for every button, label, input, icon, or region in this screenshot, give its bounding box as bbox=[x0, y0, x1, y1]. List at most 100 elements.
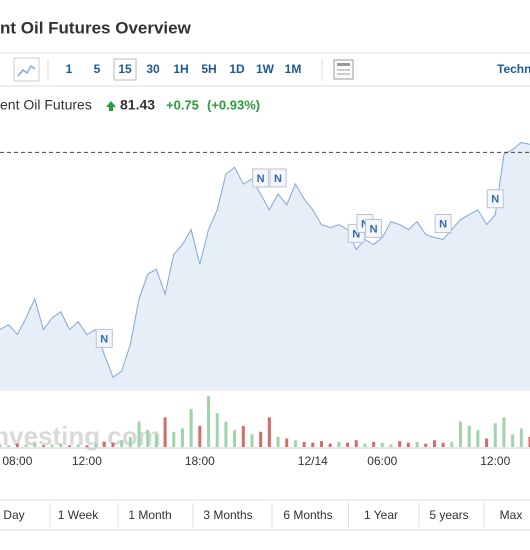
news-marker[interactable] bbox=[486, 189, 504, 209]
news-marker[interactable] bbox=[95, 328, 113, 348]
range-button[interactable]: 5 years bbox=[429, 508, 468, 522]
volume-bar bbox=[493, 423, 497, 447]
interval-button[interactable]: 30 bbox=[146, 62, 160, 76]
news-marker-label: N bbox=[370, 223, 378, 235]
x-tick-label: 12:00 bbox=[72, 454, 102, 468]
news-marker-label: N bbox=[274, 173, 282, 185]
x-tick-label: 08:00 bbox=[2, 454, 32, 468]
volume-bar bbox=[189, 408, 193, 447]
news-marker-label: N bbox=[257, 173, 265, 185]
volume-bar bbox=[172, 431, 176, 447]
volume-bar bbox=[389, 444, 393, 447]
range-button[interactable]: 1 Year bbox=[364, 508, 398, 522]
table-button[interactable] bbox=[333, 59, 354, 80]
interval-button[interactable]: 1H bbox=[173, 62, 188, 76]
volume-bar bbox=[85, 445, 89, 447]
interval-button[interactable]: 1D bbox=[229, 62, 245, 76]
volume-bar bbox=[41, 445, 45, 447]
volume-bar bbox=[346, 442, 350, 447]
volume-bar bbox=[511, 434, 515, 447]
interval-button[interactable]: 1W bbox=[256, 62, 275, 76]
volume-bar bbox=[59, 443, 63, 447]
volume-bar bbox=[415, 441, 419, 447]
range-button[interactable]: Day bbox=[3, 508, 24, 522]
volume-bar bbox=[76, 444, 80, 447]
volume-bar bbox=[441, 442, 445, 447]
volume-bar bbox=[7, 445, 11, 447]
volume-bar bbox=[354, 440, 358, 447]
volume-bar bbox=[128, 436, 132, 447]
change: +0.75 bbox=[166, 97, 199, 112]
volume-bar bbox=[233, 430, 237, 447]
title: nt Oil Futures Overview bbox=[0, 18, 192, 37]
technical-link[interactable]: Techn bbox=[497, 62, 530, 76]
news-marker-label: N bbox=[491, 194, 499, 206]
news-marker[interactable] bbox=[365, 218, 383, 238]
volume-bar bbox=[94, 443, 98, 447]
volume-bar bbox=[180, 428, 184, 447]
volume-bar bbox=[102, 441, 106, 447]
volume-bar bbox=[293, 440, 297, 447]
interval-button[interactable]: 15 bbox=[118, 62, 132, 76]
volume-bar bbox=[311, 442, 315, 447]
interval-button[interactable]: 5 bbox=[94, 62, 101, 76]
news-marker[interactable] bbox=[434, 213, 452, 233]
volume-bar bbox=[224, 421, 228, 447]
range-button[interactable]: Max bbox=[500, 508, 523, 522]
volume-bar bbox=[215, 413, 219, 447]
x-tick-label: 06:00 bbox=[367, 454, 397, 468]
price-area bbox=[0, 142, 530, 390]
news-marker-label: N bbox=[100, 333, 108, 345]
volume-bar bbox=[302, 441, 306, 447]
range-button[interactable]: 1 Month bbox=[128, 508, 171, 522]
volume-bar bbox=[372, 441, 376, 447]
volume-bar bbox=[276, 436, 280, 447]
volume-bar bbox=[328, 443, 332, 447]
volume-bar bbox=[485, 438, 489, 447]
up-arrow bbox=[106, 101, 116, 111]
volume-bar bbox=[450, 441, 454, 447]
volume-bar bbox=[363, 443, 367, 447]
volume-bar bbox=[198, 425, 202, 447]
volume-bar bbox=[250, 434, 254, 447]
volume-bar bbox=[154, 434, 158, 447]
volume-bar bbox=[285, 438, 289, 447]
volume-bar bbox=[380, 442, 384, 447]
volume-bar bbox=[259, 431, 263, 447]
range-button[interactable]: 3 Months bbox=[203, 508, 252, 522]
volume-bar bbox=[50, 444, 54, 447]
interval-button[interactable]: 5H bbox=[201, 62, 216, 76]
price-line bbox=[0, 141, 530, 378]
interval-button[interactable]: 1M bbox=[285, 62, 302, 76]
range-button[interactable]: 6 Months bbox=[283, 508, 332, 522]
price: 81.43 bbox=[120, 97, 155, 113]
instrument-name: ent Oil Futures bbox=[0, 97, 92, 113]
selected-interval bbox=[113, 58, 137, 81]
x-tick-label: 18:00 bbox=[185, 454, 215, 468]
watermark: Investing.com bbox=[0, 421, 161, 451]
volume-bar bbox=[111, 442, 115, 447]
volume-bar bbox=[24, 444, 28, 447]
volume-bar bbox=[137, 421, 141, 447]
volume-bar bbox=[33, 442, 37, 447]
range-button[interactable]: 1 Week bbox=[58, 508, 99, 522]
news-marker-label: N bbox=[352, 228, 360, 240]
volume-bar bbox=[267, 417, 271, 447]
news-marker[interactable] bbox=[269, 168, 287, 188]
volume-bar bbox=[519, 428, 523, 447]
volume-bar bbox=[502, 417, 506, 447]
interval-button[interactable]: 1 bbox=[66, 62, 73, 76]
volume-bar bbox=[207, 396, 211, 447]
volume-bar bbox=[424, 443, 428, 447]
volume-bar bbox=[146, 430, 150, 447]
news-marker[interactable] bbox=[252, 168, 270, 188]
volume-bar bbox=[337, 441, 341, 447]
volume-bar bbox=[0, 444, 2, 447]
volume-bar bbox=[432, 440, 436, 447]
volume-bar bbox=[398, 441, 402, 447]
volume-bar bbox=[406, 442, 410, 447]
volume-bar bbox=[120, 440, 124, 447]
chart-type-button[interactable] bbox=[13, 57, 40, 82]
news-marker-label: N bbox=[439, 218, 447, 230]
